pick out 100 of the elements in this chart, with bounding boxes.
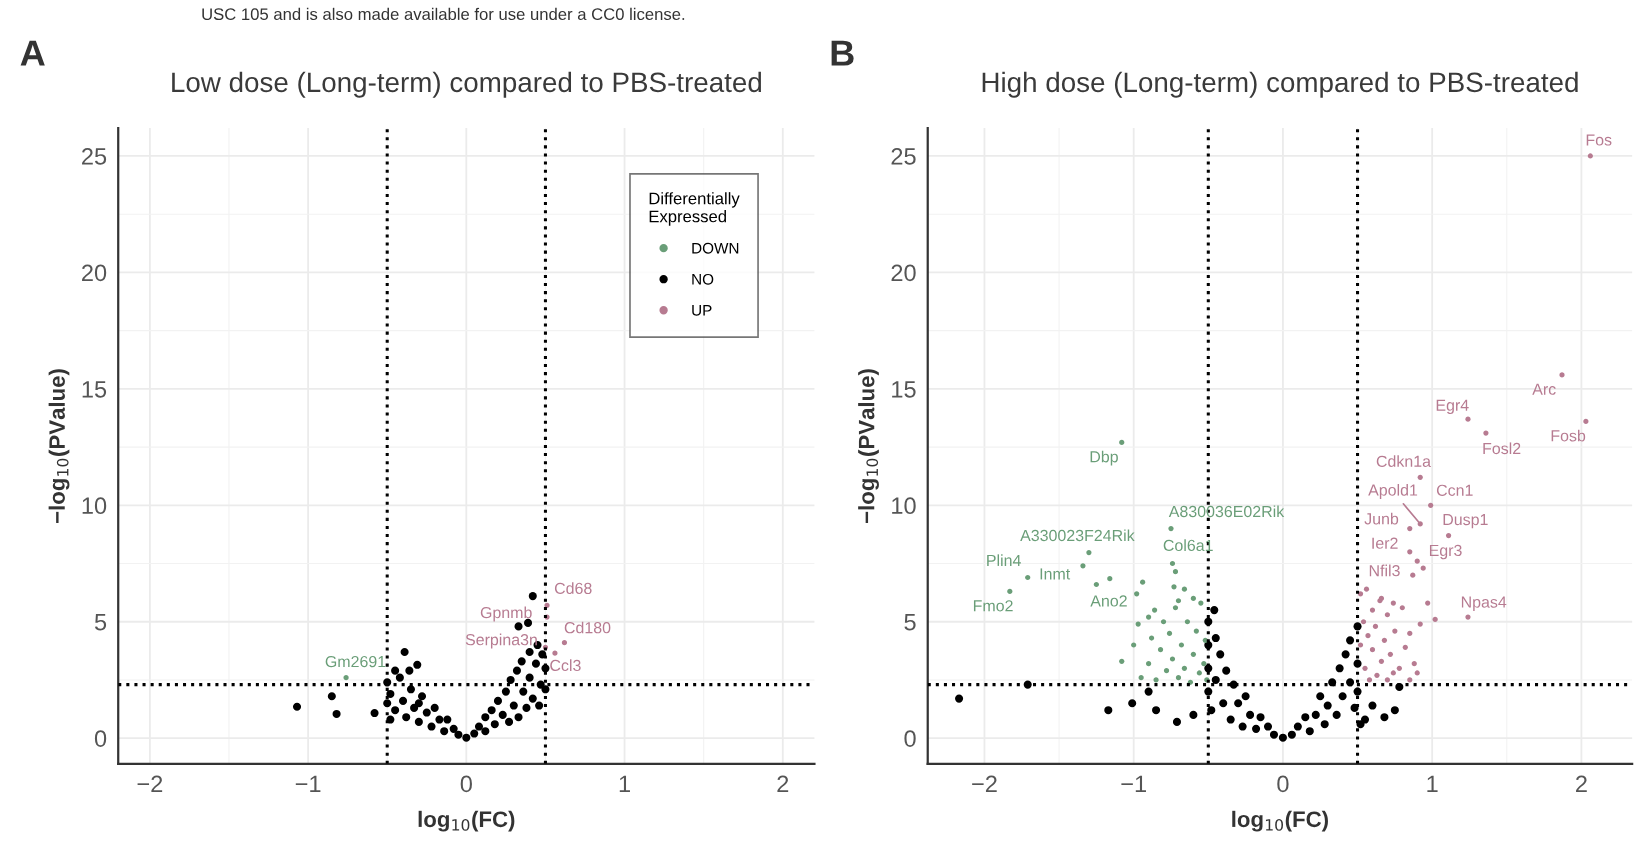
y-tick-label: 25 <box>82 148 107 165</box>
point <box>422 708 431 717</box>
point <box>1369 607 1376 613</box>
annotation: Fosl2 <box>1483 442 1521 455</box>
text: USC 105 and is also made available for use under a CC0 license. <box>202 7 685 21</box>
point <box>1357 591 1364 597</box>
point <box>1201 661 1207 667</box>
point <box>1381 637 1388 643</box>
point <box>1175 675 1182 681</box>
x-tick-label: 2 <box>777 775 789 793</box>
point <box>1246 710 1255 719</box>
point <box>1138 675 1144 681</box>
x-tick-label: 1 <box>1427 775 1438 793</box>
point <box>1146 614 1152 620</box>
point <box>1181 665 1188 671</box>
annotation: Col6a1 <box>1163 539 1213 552</box>
point <box>1211 633 1220 643</box>
point <box>1407 525 1413 532</box>
annotation: Gpnmb <box>480 606 532 622</box>
point <box>531 659 540 668</box>
point <box>1356 720 1365 729</box>
annotation: Ccn1 <box>1436 484 1473 496</box>
point <box>1107 576 1113 582</box>
point <box>1151 607 1158 613</box>
point <box>1190 595 1196 602</box>
annotation: Plin4 <box>987 554 1021 566</box>
point <box>490 720 499 729</box>
legend-label: UP <box>692 305 712 316</box>
point <box>1256 713 1265 722</box>
point <box>1559 372 1565 378</box>
point <box>1238 722 1247 731</box>
point <box>1168 525 1174 532</box>
point <box>1278 733 1287 742</box>
point <box>402 713 411 722</box>
point <box>1134 591 1140 597</box>
point <box>1411 661 1417 667</box>
point <box>1226 715 1235 724</box>
point <box>1417 621 1423 627</box>
point <box>552 650 558 656</box>
point <box>1131 642 1137 648</box>
y-tick-label: 20 <box>82 264 107 282</box>
point <box>1399 605 1405 611</box>
x-axis-title: log$_{10}$(FC) <box>418 810 515 832</box>
y-tick-label: 0 <box>94 730 107 747</box>
point <box>1148 635 1155 641</box>
point <box>493 696 503 705</box>
legend-label: DOWN <box>692 242 739 254</box>
point <box>1425 600 1431 606</box>
annotation: Apold1 <box>1368 484 1418 499</box>
point <box>1390 706 1399 715</box>
point <box>535 701 544 710</box>
annotation: Ccl3 <box>550 659 581 672</box>
point <box>1362 665 1368 671</box>
point <box>292 702 302 711</box>
x-tick-label: −2 <box>972 775 997 793</box>
point <box>417 692 427 701</box>
point <box>519 687 528 696</box>
point <box>1219 699 1228 708</box>
point <box>1338 692 1347 701</box>
x-tick-label: 0 <box>460 775 472 793</box>
annotation: A830036E02Rik <box>1168 505 1285 518</box>
point <box>1172 569 1179 575</box>
annotation: Egr4 <box>1436 399 1469 414</box>
point <box>1387 651 1393 657</box>
annotation: Junb <box>1364 512 1399 525</box>
point <box>1301 713 1310 722</box>
point <box>1335 664 1344 673</box>
point <box>1363 586 1370 592</box>
point <box>1152 706 1161 715</box>
annotation: Ier2 <box>1372 537 1398 549</box>
point <box>1241 692 1250 701</box>
point <box>1365 633 1371 639</box>
annotation: Ano2 <box>1090 595 1127 607</box>
point <box>1417 474 1423 480</box>
legend-title: Differentially Expressed <box>649 192 740 226</box>
point <box>1104 706 1113 715</box>
point <box>398 696 408 705</box>
point <box>1211 675 1220 685</box>
point <box>1163 668 1170 674</box>
point <box>1172 605 1179 611</box>
y-tick-label: 15 <box>892 381 916 398</box>
y-tick-label: 10 <box>892 497 916 515</box>
annotation: Cd180 <box>564 621 611 634</box>
point <box>561 640 568 646</box>
point <box>1140 579 1146 585</box>
point <box>1196 670 1202 676</box>
y-tick-label: 5 <box>94 614 107 631</box>
point <box>525 673 534 682</box>
point <box>443 715 452 724</box>
point <box>528 694 537 703</box>
point <box>1320 720 1329 729</box>
point <box>470 729 479 738</box>
point <box>1222 666 1231 675</box>
point <box>509 701 518 710</box>
point <box>514 622 523 631</box>
annotation: Egr3 <box>1429 544 1462 560</box>
point <box>1172 717 1182 726</box>
point <box>1198 600 1204 606</box>
point <box>405 666 414 675</box>
text: A <box>20 40 45 66</box>
